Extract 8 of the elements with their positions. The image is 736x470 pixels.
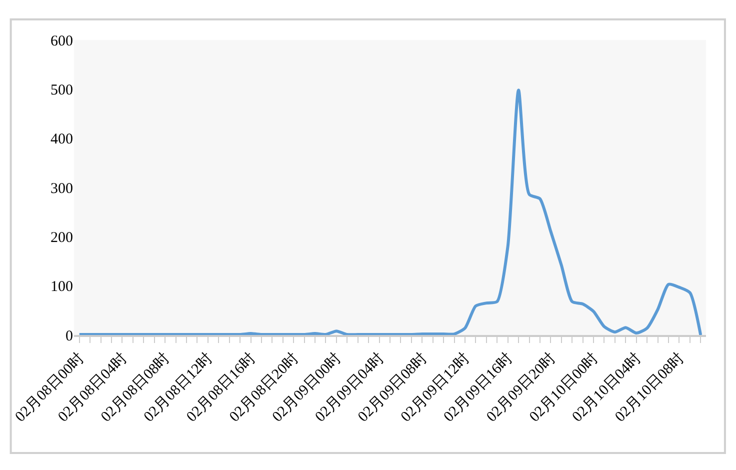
y-tick-label: 600 [50, 33, 73, 50]
line-series [78, 88, 702, 335]
y-tick-label: 300 [50, 180, 73, 197]
y-tick-label: 400 [50, 132, 73, 148]
y-tick-label: 200 [50, 230, 73, 246]
y-tick-label: 100 [50, 279, 73, 296]
y-tick-label: 500 [50, 82, 73, 98]
y-tick-label: 0 [66, 328, 73, 344]
